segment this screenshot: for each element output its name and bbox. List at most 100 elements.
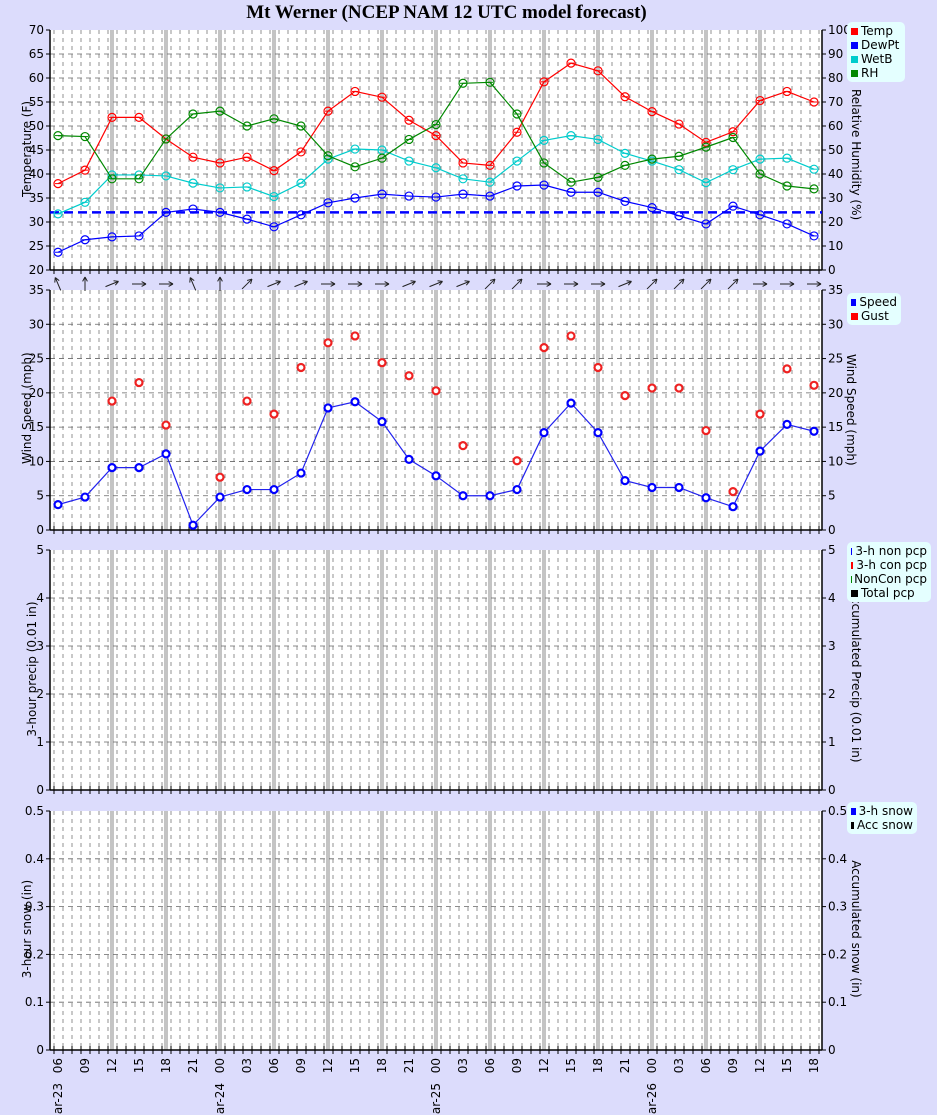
- wind-direction-arrow-icon: [456, 280, 470, 288]
- left-tick-label: 1: [36, 735, 44, 749]
- legend-item-rh: RH: [851, 66, 901, 80]
- wind-direction-arrow-icon: [429, 280, 443, 288]
- wetb-marker: [350, 144, 360, 154]
- rh-marker: [674, 151, 684, 161]
- rh-marker: [809, 184, 819, 194]
- wind-direction-arrow-icon: [537, 281, 552, 287]
- wetb-marker: [809, 164, 819, 174]
- x-hour-label: 00: [645, 1058, 659, 1073]
- dewpt-marker: [188, 204, 198, 214]
- wetb-marker: [566, 131, 576, 141]
- x-hour-label: 15: [132, 1058, 146, 1073]
- left-tick-label: 50: [29, 119, 44, 133]
- temp-marker: [215, 158, 225, 168]
- gust-marker: [593, 362, 603, 373]
- wetb-marker: [539, 135, 549, 145]
- temp-marker: [809, 97, 819, 107]
- temp-left-axis-label: Temperature (F): [20, 100, 34, 198]
- right-tick-label: 90: [828, 47, 843, 61]
- gust-marker: [620, 391, 630, 401]
- x-date-label: Mar-25: [429, 1083, 443, 1115]
- x-hour-label: 21: [618, 1058, 632, 1073]
- dewpt-marker: [782, 219, 792, 229]
- x-date-label: Mar-23: [51, 1083, 65, 1115]
- speed-marker: [80, 492, 90, 502]
- temp-marker: [242, 152, 252, 162]
- right-tick-label: 100: [828, 23, 851, 37]
- left-tick-label: 70: [29, 23, 44, 37]
- temp-marker: [593, 66, 603, 76]
- x-hour-label: 09: [294, 1058, 308, 1073]
- dewpt-marker: [404, 191, 414, 201]
- wetb-marker: [458, 174, 468, 184]
- gust-marker: [350, 331, 360, 341]
- legend-item-acc-snow: Acc snow: [851, 818, 913, 832]
- x-hour-label: 15: [348, 1058, 362, 1073]
- left-tick-label: 25: [29, 239, 44, 253]
- left-tick-label: 25: [29, 352, 44, 366]
- x-hour-label: 18: [159, 1058, 173, 1073]
- x-hour-label: 09: [510, 1058, 524, 1073]
- temp-right-axis-label: Relative Humidity (%): [849, 89, 863, 221]
- legend-item-dewpt: DewPt: [851, 38, 901, 52]
- left-tick-label: 40: [29, 167, 44, 181]
- wind-direction-arrow-icon: [484, 278, 496, 290]
- left-tick-label: 35: [29, 283, 44, 297]
- gust-marker: [782, 364, 792, 374]
- wetb-marker: [512, 156, 522, 166]
- legend-item-3h-con-pcp: 3-h con pcp: [851, 558, 927, 572]
- temp-marker: [377, 92, 387, 102]
- right-tick-label: 50: [828, 143, 843, 157]
- legend-item-wetb: WetB: [851, 52, 901, 66]
- speed-marker: [161, 449, 171, 459]
- speed-marker: [53, 500, 63, 510]
- wind-direction-arrow-icon: [217, 276, 223, 291]
- dewpt-marker: [53, 247, 63, 257]
- rh-marker: [539, 158, 549, 168]
- left-tick-label: 30: [29, 317, 44, 331]
- wind-direction-arrow-icon: [54, 277, 62, 291]
- rh-marker: [593, 172, 603, 182]
- dewpt-marker: [647, 203, 657, 213]
- right-tick-label: 80: [828, 71, 843, 85]
- gust-marker: [728, 487, 738, 497]
- dewpt-marker: [80, 235, 90, 245]
- gust-marker: [809, 380, 819, 390]
- x-hour-label: 06: [699, 1058, 713, 1073]
- temp-marker: [782, 86, 792, 97]
- rh-marker: [350, 162, 360, 172]
- temp-marker: [512, 127, 522, 137]
- left-tick-label: 35: [29, 191, 44, 205]
- blue-swatch-icon: [851, 547, 853, 555]
- temp-marker: [458, 158, 468, 168]
- wetb-marker: [620, 148, 630, 158]
- speed-marker: [782, 419, 792, 429]
- temp-marker: [701, 137, 711, 147]
- x-hour-label: 09: [726, 1058, 740, 1073]
- speed-marker: [242, 484, 252, 495]
- wind-direction-arrow-icon: [618, 280, 632, 288]
- gust-marker: [161, 420, 171, 430]
- temp-marker: [404, 115, 414, 125]
- right-tick-label: 0.4: [828, 852, 847, 866]
- wind-direction-arrow-icon: [673, 278, 685, 290]
- left-tick-label: 60: [29, 71, 44, 85]
- speed-marker: [566, 398, 576, 408]
- speed-marker: [512, 484, 522, 495]
- gust-marker: [107, 396, 117, 406]
- left-tick-label: 0.3: [25, 900, 44, 914]
- wetb-marker: [215, 183, 225, 193]
- speed-marker: [647, 482, 657, 493]
- dewpt-marker: [755, 210, 765, 220]
- x-hour-label: 12: [105, 1058, 119, 1073]
- snow-legend: 3-h snow Acc snow: [847, 802, 917, 834]
- wind-panel: [46, 289, 826, 534]
- rh-marker: [323, 151, 333, 161]
- dewpt-marker: [728, 201, 738, 211]
- right-tick-label: 0: [828, 1043, 836, 1057]
- rh-marker: [485, 77, 495, 87]
- temp-marker: [296, 147, 306, 157]
- temp-marker: [539, 77, 549, 87]
- temp-marker: [134, 112, 144, 122]
